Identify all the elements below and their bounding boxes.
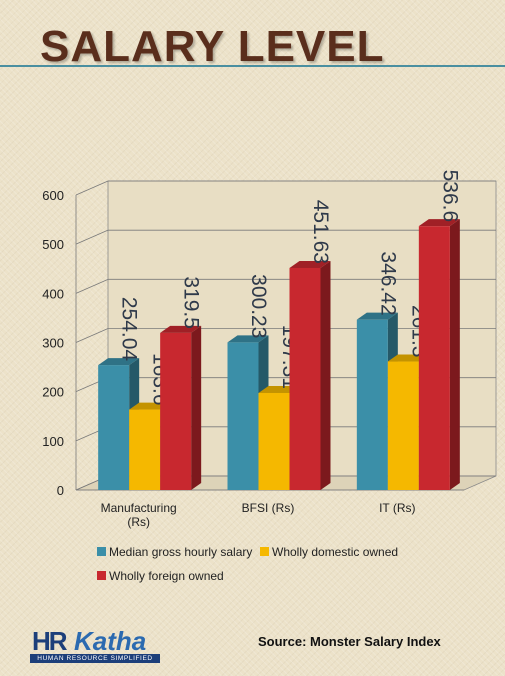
bar-top	[160, 325, 202, 333]
y-tick-label: 200	[42, 385, 64, 400]
bar-chart: 0100200300400500600254.04163.6319.5Manuf…	[42, 170, 497, 583]
bar	[418, 226, 450, 490]
bar-top	[418, 219, 460, 227]
data-label: 300.23	[247, 274, 270, 338]
bar-side	[449, 219, 460, 490]
data-label: 346.42	[376, 251, 399, 315]
bar-side	[191, 325, 202, 490]
logo-hr-text: HR	[32, 626, 68, 656]
bar-top	[98, 358, 140, 366]
source-note: Source: Monster Salary Index	[258, 634, 441, 649]
legend-label: Median gross hourly salary	[109, 545, 252, 559]
bar	[160, 332, 192, 490]
y-tick-label: 0	[57, 483, 64, 498]
bar	[258, 392, 290, 490]
legend-swatch	[97, 547, 106, 556]
y-tick-label: 600	[42, 188, 64, 203]
page-title: Salary Level	[40, 22, 385, 71]
legend-label: Wholly foreign owned	[109, 569, 224, 583]
x-tick-label: Manufacturing	[101, 501, 177, 515]
bar	[227, 342, 259, 490]
bar	[98, 365, 130, 490]
y-tick-label: 400	[42, 286, 64, 301]
data-label: 319.5	[180, 276, 203, 329]
y-tick-label: 300	[42, 336, 64, 351]
data-label: 536.6	[438, 170, 461, 223]
logo-tagline: HUMAN RESOURCE SIMPLIFIED	[30, 654, 160, 663]
bar-top	[387, 354, 429, 362]
x-tick-label: IT (Rs)	[379, 501, 415, 515]
gridline-diagonal	[75, 180, 109, 196]
x-tick-label: (Rs)	[127, 515, 150, 529]
bar-top	[258, 385, 300, 393]
x-tick-label: BFSI (Rs)	[242, 501, 295, 515]
bar-top	[129, 402, 171, 410]
bar	[289, 267, 321, 490]
legend-swatch	[260, 547, 269, 556]
legend-label: Wholly domestic owned	[272, 545, 398, 559]
gridline-diagonal	[75, 229, 109, 245]
gridline-diagonal	[75, 328, 109, 343]
bar	[387, 361, 419, 490]
title-divider	[0, 65, 505, 67]
y-tick-label: 500	[42, 237, 64, 252]
hrkatha-logo: HR Katha HUMAN RESOURCE SIMPLIFIED	[30, 626, 162, 663]
data-label: 254.04	[118, 297, 141, 362]
bar	[356, 319, 388, 490]
y-tick-label: 100	[42, 434, 64, 449]
bar-top	[227, 335, 269, 343]
bar-top	[356, 312, 398, 320]
bar-top	[289, 260, 331, 268]
bar-side	[320, 260, 331, 490]
bar	[129, 409, 161, 490]
legend-swatch	[97, 571, 106, 580]
logo-katha-text: Katha	[74, 626, 147, 656]
data-label: 451.63	[309, 200, 332, 264]
gridline-diagonal	[75, 278, 109, 294]
